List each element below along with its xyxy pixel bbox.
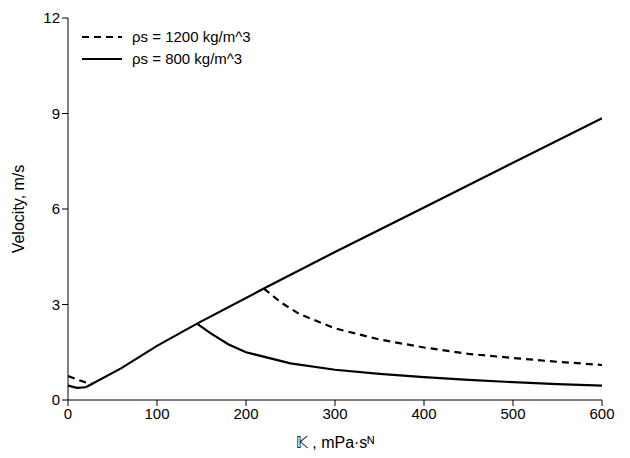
svg-text:500: 500 [500, 405, 525, 422]
svg-text:9: 9 [52, 105, 60, 122]
svg-text:6: 6 [52, 200, 60, 217]
html-text:ρs = 800 kg/m^3: ρs = 800 kg/m^3 [132, 50, 243, 67]
svg-text:100: 100 [144, 405, 169, 422]
svg-text:0: 0 [52, 391, 60, 408]
svg-text:3: 3 [52, 296, 60, 313]
svg-text:Velocity, m/s: Velocity, m/s [10, 165, 27, 254]
svg-text:12: 12 [43, 9, 60, 26]
svg-text:600: 600 [589, 405, 614, 422]
svg-text:300: 300 [322, 405, 347, 422]
html-text:ρs = 1200 kg/m^3: ρs = 1200 kg/m^3 [132, 28, 251, 45]
svg-text:0: 0 [64, 405, 72, 422]
svg-text:400: 400 [411, 405, 436, 422]
svg-text:𝕂 , mPa·sᴺ: 𝕂 , mPa·sᴺ [296, 434, 375, 451]
svg-text:200: 200 [233, 405, 258, 422]
